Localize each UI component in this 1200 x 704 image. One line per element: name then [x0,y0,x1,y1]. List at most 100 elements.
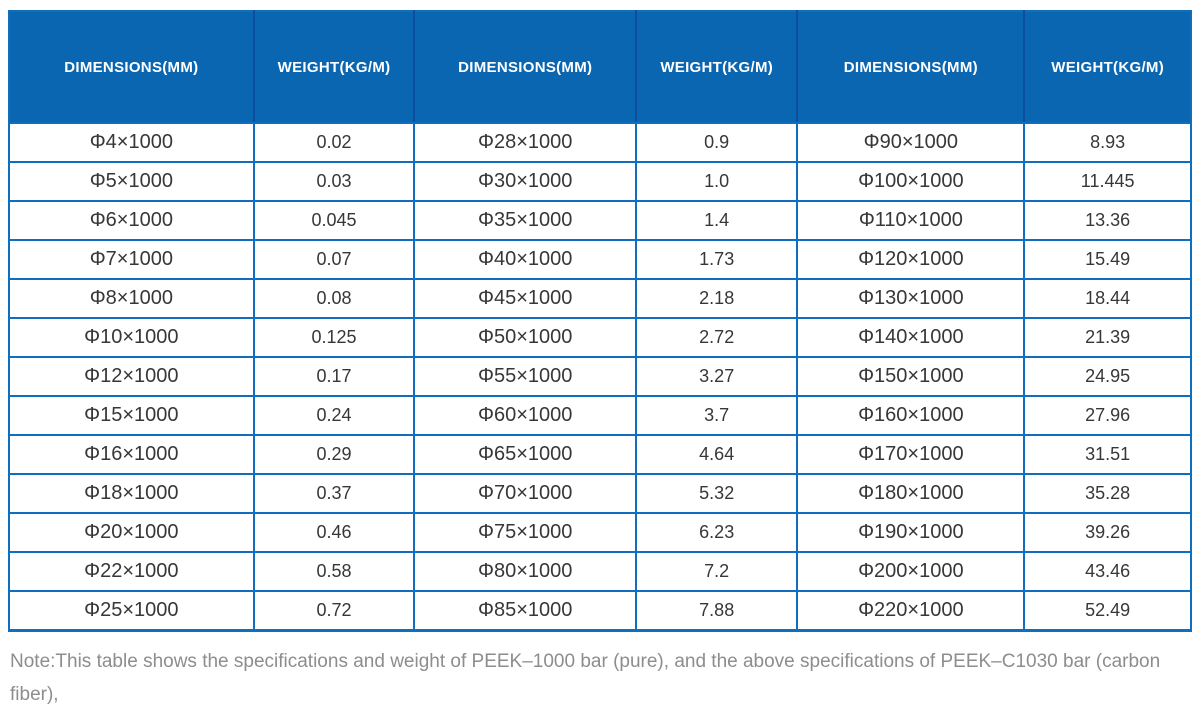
dimension-cell: Φ15×1000 [8,395,255,436]
dimension-cell: Φ70×1000 [413,473,638,514]
weight-cell: 15.49 [1023,239,1192,280]
dimension-cell: Φ65×1000 [413,434,638,475]
weight-cell: 0.46 [252,512,416,553]
dimension-cell: Φ40×1000 [413,239,638,280]
weight-cell: 0.08 [252,278,416,319]
dimension-cell: Φ45×1000 [413,278,638,319]
dimension-cell: Φ50×1000 [413,317,638,358]
table-row: Φ8×1000 0.08 Φ45×1000 2.18 Φ130×1000 18.44 [8,278,1192,319]
weight-cell: 43.46 [1023,551,1192,592]
table-note: Note:This table shows the specifications… [8,645,1192,704]
header-dimensions-1: DIMENSIONS(MM) [9,11,254,124]
table-row: Φ7×1000 0.07 Φ40×1000 1.73 Φ120×1000 15.49 [8,239,1192,280]
note-line-1: Note:This table shows the specifications… [10,650,1161,704]
dimension-cell: Φ8×1000 [8,278,255,319]
header-dimensions-3: DIMENSIONS(MM) [796,11,1025,124]
dimension-cell: Φ75×1000 [413,512,638,553]
weight-cell: 0.37 [252,473,416,514]
weight-cell: 11.445 [1023,161,1192,202]
dimension-cell: Φ30×1000 [413,161,638,202]
dimension-cell: Φ4×1000 [8,122,255,163]
table-row: Φ10×1000 0.125 Φ50×1000 2.72 Φ140×1000 21.39 [8,317,1192,358]
dimension-cell: Φ180×1000 [796,473,1026,514]
weight-cell: 35.28 [1023,473,1192,514]
weight-cell: 3.7 [635,395,799,436]
dimension-cell: Φ90×1000 [796,122,1026,163]
weight-cell: 39.26 [1023,512,1192,553]
header-weight-2: WEIGHT(KG/M) [635,11,798,124]
dimension-cell: Φ12×1000 [8,356,255,397]
weight-cell: 6.23 [635,512,799,553]
table-row: Φ22×1000 0.58 Φ80×1000 7.2 Φ200×1000 43.46 [8,551,1192,592]
dimension-cell: Φ28×1000 [413,122,638,163]
weight-cell: 3.27 [635,356,799,397]
dimension-cell: Φ22×1000 [8,551,255,592]
table-row: Φ6×1000 0.045 Φ35×1000 1.4 Φ110×1000 13.36 [8,200,1192,241]
weight-cell: 0.03 [252,161,416,202]
table-row: Φ4×1000 0.02 Φ28×1000 0.9 Φ90×1000 8.93 [8,122,1192,163]
dimension-cell: Φ220×1000 [796,590,1026,631]
weight-cell: 0.24 [252,395,416,436]
weight-cell: 24.95 [1023,356,1192,397]
dimension-cell: Φ110×1000 [796,200,1026,241]
weight-cell: 0.29 [252,434,416,475]
table-row: Φ18×1000 0.37 Φ70×1000 5.32 Φ180×1000 35.28 [8,473,1192,514]
dimension-cell: Φ35×1000 [413,200,638,241]
table-row: Φ20×1000 0.46 Φ75×1000 6.23 Φ190×1000 39.26 [8,512,1192,553]
dimension-cell: Φ85×1000 [413,590,638,631]
weight-cell: 1.73 [635,239,799,280]
dimension-cell: Φ60×1000 [413,395,638,436]
header-weight-3: WEIGHT(KG/M) [1023,11,1191,124]
table-row: Φ15×1000 0.24 Φ60×1000 3.7 Φ160×1000 27.96 [8,395,1192,436]
dimension-cell: Φ200×1000 [796,551,1026,592]
weight-cell: 0.125 [252,317,416,358]
weight-cell: 52.49 [1023,590,1192,631]
table-header: DIMENSIONS(MM) WEIGHT(KG/M) DIMENSIONS(M… [9,11,1191,124]
weight-cell: 13.36 [1023,200,1192,241]
weight-cell: 0.045 [252,200,416,241]
dimension-cell: Φ140×1000 [796,317,1026,358]
weight-cell: 0.58 [252,551,416,592]
table-row: Φ25×1000 0.72 Φ85×1000 7.88 Φ220×1000 52.49 [8,590,1192,631]
weight-cell: 7.88 [635,590,799,631]
weight-cell: 2.18 [635,278,799,319]
header-dimensions-2: DIMENSIONS(MM) [413,11,637,124]
dimension-cell: Φ170×1000 [796,434,1026,475]
dimension-cell: Φ16×1000 [8,434,255,475]
weight-cell: 4.64 [635,434,799,475]
table-body: Φ4×1000 0.02 Φ28×1000 0.9 Φ90×1000 8.93 Φ5×100… [8,122,1192,631]
dimension-cell: Φ25×1000 [8,590,255,631]
table-row: Φ5×1000 0.03 Φ30×1000 1.0 Φ100×1000 11.445 [8,161,1192,202]
dimension-cell: Φ80×1000 [413,551,638,592]
header-weight-1: WEIGHT(KG/M) [252,11,415,124]
dimension-cell: Φ100×1000 [796,161,1026,202]
dimension-cell: Φ130×1000 [796,278,1026,319]
dimension-cell: Φ150×1000 [796,356,1026,397]
weight-cell: 0.9 [635,122,799,163]
dimension-cell: Φ18×1000 [8,473,255,514]
dimension-cell: Φ55×1000 [413,356,638,397]
dimension-cell: Φ7×1000 [8,239,255,280]
spec-table: DIMENSIONS(MM) WEIGHT(KG/M) DIMENSIONS(M… [8,10,1192,632]
weight-cell: 1.0 [635,161,799,202]
weight-cell: 5.32 [635,473,799,514]
weight-cell: 8.93 [1023,122,1192,163]
table-row: Φ16×1000 0.29 Φ65×1000 4.64 Φ170×1000 31.51 [8,434,1192,475]
dimension-cell: Φ5×1000 [8,161,255,202]
table-header-row: DIMENSIONS(MM) WEIGHT(KG/M) DIMENSIONS(M… [9,11,1191,124]
dimension-cell: Φ10×1000 [8,317,255,358]
table-row: Φ12×1000 0.17 Φ55×1000 3.27 Φ150×1000 24.95 [8,356,1192,397]
weight-cell: 27.96 [1023,395,1192,436]
weight-cell: 0.02 [252,122,416,163]
weight-cell: 31.51 [1023,434,1192,475]
dimension-cell: Φ160×1000 [796,395,1026,436]
weight-cell: 0.17 [252,356,416,397]
weight-cell: 1.4 [635,200,799,241]
weight-cell: 0.72 [252,590,416,631]
weight-cell: 7.2 [635,551,799,592]
dimension-cell: Φ20×1000 [8,512,255,553]
dimension-cell: Φ190×1000 [796,512,1026,553]
weight-cell: 21.39 [1023,317,1192,358]
weight-cell: 2.72 [635,317,799,358]
